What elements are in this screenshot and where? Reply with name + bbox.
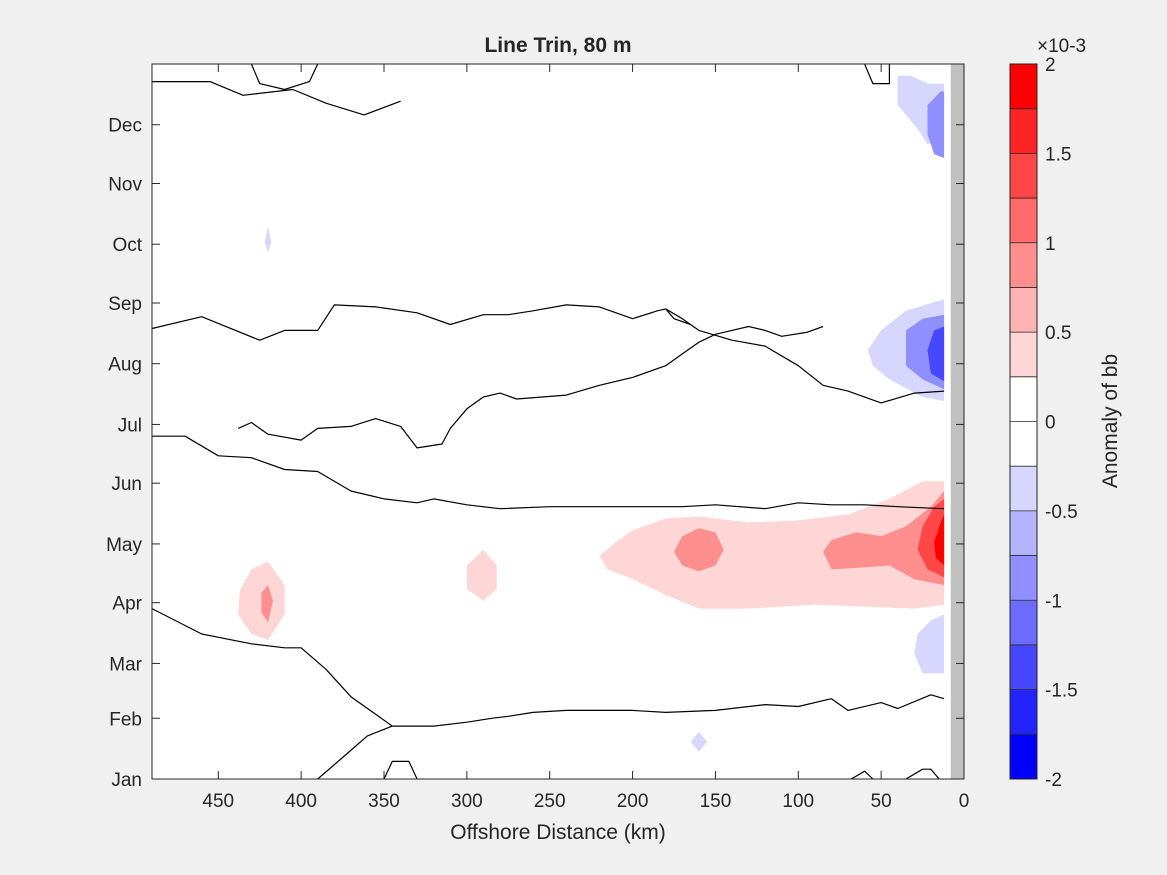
- filled-region-9: [823, 491, 945, 586]
- filled-region-1: [927, 91, 945, 158]
- filled-region-4: [927, 326, 945, 382]
- colorbar-tick-label-3: 0.5: [1045, 323, 1071, 344]
- y-tick-label-Dec: Dec: [108, 116, 142, 137]
- x-tick-label-400: 400: [285, 791, 317, 812]
- filled-region-7: [264, 226, 272, 253]
- colorbar-bin-10: [1010, 287, 1037, 333]
- filled-region-5: [914, 614, 945, 674]
- colorbar-bin-5: [1010, 510, 1037, 557]
- filled-region-14: [261, 585, 273, 623]
- y-tick-label-Feb: Feb: [109, 709, 142, 730]
- colorbar-bin-11: [1010, 242, 1037, 288]
- x-tick-label-50: 50: [871, 791, 892, 812]
- filled-region-12: [934, 514, 945, 566]
- colorbar-bin-14: [1010, 108, 1037, 154]
- y-tick-label-Jun: Jun: [111, 474, 142, 495]
- filled-region-8: [599, 481, 945, 609]
- contour-line-10: [250, 63, 319, 91]
- x-tick-label-300: 300: [451, 791, 483, 812]
- colorbar-exponent: ×10-3: [1037, 36, 1086, 57]
- colorbar-bin-4: [1010, 555, 1037, 601]
- contour-line-6: [905, 768, 940, 780]
- colorbar-tick-label-4: 0: [1045, 413, 1056, 434]
- colorbar-bin-3: [1010, 600, 1037, 646]
- contour-line-5: [151, 608, 393, 727]
- colorbar-bin-15: [1010, 64, 1037, 110]
- contour-lines: [151, 63, 945, 780]
- colorbar-bin-1: [1010, 689, 1037, 735]
- filled-region-10: [674, 528, 724, 572]
- colorbar-label: Anomaly of bb: [1099, 354, 1122, 488]
- contour-line-4: [152, 435, 945, 510]
- x-tick-label-0: 0: [959, 791, 970, 812]
- axes-box: [151, 63, 965, 780]
- plot-area: [152, 64, 964, 779]
- y-tick-label-Aug: Aug: [108, 355, 142, 376]
- colorbar-bin-8: [1010, 376, 1037, 422]
- colorbar-tick-label-0: 2: [1045, 55, 1056, 76]
- colorbar-tick-label-5: -0.5: [1045, 502, 1078, 523]
- land-mask: [950, 64, 964, 779]
- colorbar-bin-13: [1010, 153, 1037, 199]
- contour-line-1: [383, 760, 418, 780]
- filled-contours: [238, 75, 945, 752]
- colorbar-bin-7: [1010, 421, 1037, 467]
- contour-line-8: [237, 325, 824, 449]
- x-tick-label-200: 200: [617, 791, 649, 812]
- x-axis-label: Offshore Distance (km): [450, 821, 666, 844]
- chart-title: Line Trin, 80 m: [484, 34, 631, 57]
- colorbar-bin-6: [1010, 466, 1037, 512]
- y-tick-label-Apr: Apr: [112, 594, 142, 615]
- contour-line-0: [152, 80, 401, 116]
- colorbar-bin-12: [1010, 198, 1037, 244]
- x-tick-label-350: 350: [368, 791, 400, 812]
- x-ticks: 450 400 350 300 250 200 150 100 50 0: [202, 64, 969, 812]
- contour-line-7: [850, 770, 874, 780]
- colorbar-bin-2: [1010, 644, 1037, 691]
- colorbar-tick-label-6: -1: [1045, 591, 1062, 612]
- y-tick-label-Mar: Mar: [109, 654, 142, 675]
- filled-region-6: [690, 732, 708, 752]
- contour-line-2: [317, 694, 945, 780]
- y-tick-label-Sep: Sep: [108, 294, 142, 315]
- colorbar-frame: [1009, 63, 1038, 780]
- colorbar-tick-label-1: 1.5: [1045, 144, 1071, 165]
- y-tick-label-Jul: Jul: [118, 415, 142, 436]
- x-tick-label-100: 100: [782, 791, 814, 812]
- x-tick-label-250: 250: [534, 791, 566, 812]
- y-ticks: Jan Feb Mar Apr May Jun Jul Aug Sep Oct Nov Dec: [106, 116, 964, 791]
- colorbar-tick-label-7: -1.5: [1045, 681, 1078, 702]
- filled-region-15: [466, 549, 497, 601]
- colorbar-ticks: 2 1.5 1 0.5 0 -0.5 -1 -1.5 -2: [1045, 55, 1078, 791]
- y-tick-label-Jan: Jan: [111, 770, 142, 791]
- x-tick-label-150: 150: [700, 791, 732, 812]
- x-tick-label-450: 450: [202, 791, 234, 812]
- colorbar-tick-label-8: -2: [1045, 770, 1062, 791]
- colorbar: [1010, 64, 1037, 780]
- y-tick-label-May: May: [106, 535, 142, 556]
- contour-line-3: [151, 304, 945, 404]
- colorbar-tick-label-2: 1: [1045, 234, 1056, 255]
- contour-line-9: [665, 308, 691, 326]
- contour-line-11: [864, 63, 891, 85]
- y-tick-label-Oct: Oct: [112, 235, 142, 256]
- colorbar-bin-0: [1010, 734, 1037, 780]
- colorbar-bin-9: [1010, 332, 1037, 378]
- y-tick-label-Nov: Nov: [108, 174, 142, 195]
